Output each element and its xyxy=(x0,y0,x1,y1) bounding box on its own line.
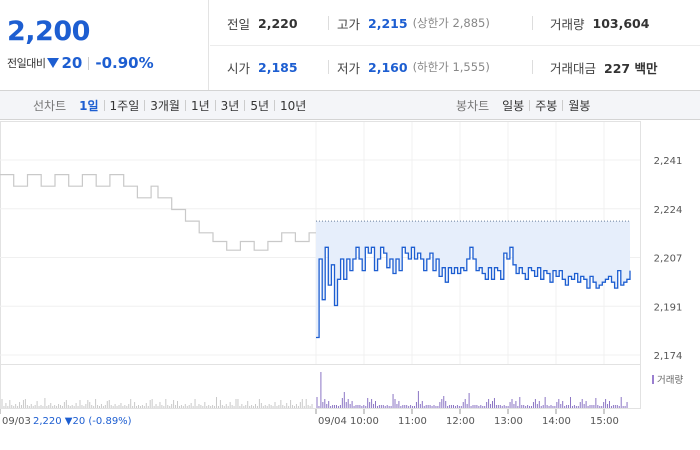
divider xyxy=(328,16,329,30)
period-3m[interactable]: 3개월 xyxy=(150,98,180,113)
today-fill-area xyxy=(316,221,630,338)
candle-chart-periods: 봉차트 일봉 주봉 월봉 xyxy=(456,91,595,119)
open-label: 시가 xyxy=(227,60,251,76)
divider xyxy=(184,99,186,111)
divider xyxy=(532,16,533,30)
low-value: 2,160 xyxy=(368,59,408,75)
period-daily[interactable]: 일봉 xyxy=(502,98,525,113)
x-tick-label: 09/04 xyxy=(318,416,347,427)
current-price-box: 2,200 전일대비 20 -0.90% xyxy=(0,0,209,90)
volume-legend-swatch xyxy=(652,375,654,384)
turnover-label: 거래대금 xyxy=(550,60,597,76)
divider xyxy=(532,60,533,74)
stats-grid: 전일 2,220 고가 2,215 (상한가 2,885) 거래량 103,60… xyxy=(210,0,700,90)
chart-period-bar: 선차트 1일 1주일 3개월 1년 3년 5년 10년 봉차트 일봉 주봉 월봉 xyxy=(0,91,700,120)
lower-limit: (하한가 1,555) xyxy=(412,60,490,74)
divider xyxy=(562,99,564,111)
low-label: 저가 xyxy=(337,60,361,76)
price-chart[interactable]: 2,241 2,224 2,207 2,191 2,174 거래량 09/04 10:00… xyxy=(0,121,700,450)
x-tick-label: 14:00 xyxy=(542,416,571,427)
period-1w[interactable]: 1주일 xyxy=(109,98,140,113)
y-tick-label: 2,241 xyxy=(654,156,683,167)
divider xyxy=(274,99,276,111)
divider xyxy=(88,56,90,70)
chart-svg: 2,241 2,224 2,207 2,191 2,174 거래량 09/04 10:00… xyxy=(0,121,683,427)
upper-limit: (상한가 2,885) xyxy=(412,16,490,30)
open-stat: 시가 2,185 xyxy=(227,57,298,77)
change-percent: -0.90% xyxy=(95,54,154,72)
volume-legend: 거래량 xyxy=(657,374,683,386)
line-chart-periods: 선차트 1일 1주일 3개월 1년 3년 5년 10년 xyxy=(33,91,311,119)
previous-day-line xyxy=(0,173,316,251)
y-axis: 2,241 2,224 2,207 2,191 2,174 xyxy=(654,156,683,362)
open-value: 2,185 xyxy=(258,59,298,75)
divider xyxy=(529,99,531,111)
prev-close-stat: 전일 2,220 xyxy=(227,13,298,33)
divider xyxy=(214,99,216,111)
period-1d[interactable]: 1일 xyxy=(79,98,99,113)
line-chart-title: 선차트 xyxy=(33,98,67,113)
volume-label: 거래량 xyxy=(550,16,585,32)
volume-panel-frame xyxy=(0,364,641,409)
current-price: 2,200 xyxy=(7,16,90,47)
y-tick-label: 2,191 xyxy=(654,302,683,313)
y-tick-label: 2,224 xyxy=(654,205,683,216)
divider xyxy=(328,60,329,74)
divider xyxy=(144,99,146,111)
prev-close-value: 2,220 xyxy=(258,15,298,31)
x-axis: 09/04 10:00 11:00 12:00 13:00 14:00 15:00 xyxy=(0,409,619,427)
low-stat: 저가 2,160 (하한가 1,555) xyxy=(337,57,490,77)
change-row: 전일대비 20 -0.90% xyxy=(7,54,154,72)
volume-value: 103,604 xyxy=(592,15,650,31)
x-tick-label: 10:00 xyxy=(350,416,379,427)
divider xyxy=(210,45,700,46)
high-stat: 고가 2,215 (상한가 2,885) xyxy=(337,13,490,33)
change-value: 20 xyxy=(61,54,83,72)
period-weekly[interactable]: 주봉 xyxy=(535,98,558,113)
divider xyxy=(103,99,105,111)
divider xyxy=(244,99,246,111)
x-tick-label: 15:00 xyxy=(590,416,619,427)
period-1y[interactable]: 1년 xyxy=(190,98,210,113)
volume-stat: 거래량 103,604 xyxy=(550,13,649,33)
prev-date-label: 09/03 xyxy=(2,416,31,427)
turnover-value: 227 백만 xyxy=(604,60,658,76)
x-tick-label: 11:00 xyxy=(398,416,427,427)
x-tick-label: 13:00 xyxy=(494,416,523,427)
period-5y[interactable]: 5년 xyxy=(250,98,270,113)
period-3y[interactable]: 3년 xyxy=(220,98,240,113)
period-10y[interactable]: 10년 xyxy=(280,98,307,113)
prev-day-info: 2,220 ▼20 (-0.89%) xyxy=(33,416,132,427)
price-summary: 2,200 전일대비 20 -0.90% 전일 2,220 고가 2,215 (… xyxy=(0,0,700,91)
volume-bars xyxy=(1,372,628,408)
y-tick-label: 2,207 xyxy=(654,254,683,265)
turnover-stat: 거래대금 227 백만 xyxy=(550,57,657,77)
candle-chart-title: 봉차트 xyxy=(456,98,490,113)
high-label: 고가 xyxy=(337,16,361,32)
today-price-line xyxy=(316,246,631,339)
x-tick-label: 12:00 xyxy=(446,416,475,427)
down-arrow-icon xyxy=(47,58,60,68)
period-monthly[interactable]: 월봉 xyxy=(568,98,591,113)
y-tick-label: 2,174 xyxy=(654,351,683,362)
prev-close-label: 전일 xyxy=(227,16,251,32)
high-value: 2,215 xyxy=(368,15,408,31)
change-label: 전일대비 xyxy=(7,57,46,70)
